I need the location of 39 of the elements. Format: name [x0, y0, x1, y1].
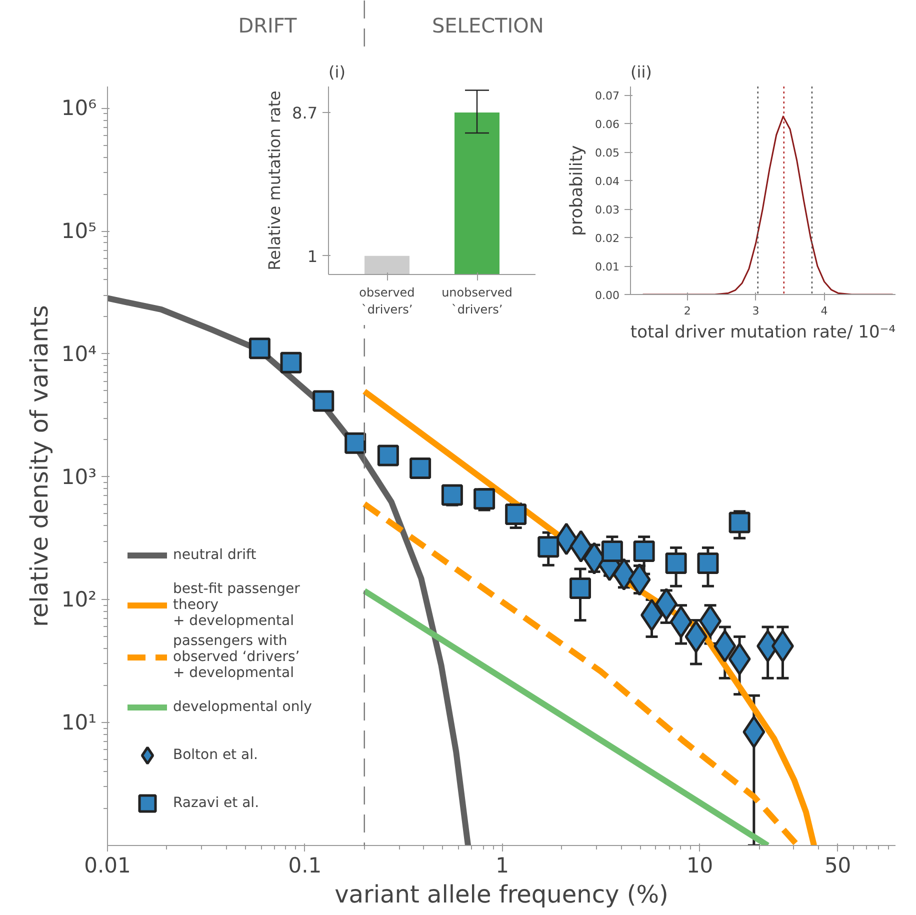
x-tick-label: 0.1 — [288, 854, 322, 878]
y-tick-label: 10⁶ — [61, 96, 96, 120]
x-tick-label: 0.01 — [84, 854, 131, 878]
y-tick-label: 0.03 — [595, 204, 620, 217]
legend-label: passengers with observed ‘drivers’ + developmental — [173, 633, 300, 681]
y-tick-label: 10¹ — [61, 710, 96, 735]
y-tick-label: 8.7 — [292, 104, 318, 123]
y-tick-label: 10⁴ — [61, 342, 96, 366]
y-tick-label: 10⁵ — [61, 219, 96, 244]
y-tick-label: 0.01 — [595, 260, 620, 274]
chart-title: (i) — [328, 62, 346, 82]
legend-label: Razavi et al. — [173, 795, 260, 811]
y-axis-title: Relative mutation rate — [265, 90, 284, 270]
y-tick-label: 0.05 — [595, 146, 620, 160]
x-tick-label: 10 — [686, 854, 714, 878]
x-tick-label: 3 — [752, 304, 760, 318]
x-tick-label: observed `drivers’ — [359, 286, 415, 316]
y-axis-title: relative density of variants — [25, 305, 54, 627]
y-tick-label: 10² — [61, 588, 96, 612]
x-axis-title: total driver mutation rate/ 10⁻⁴ — [630, 322, 896, 342]
x-tick-label: 2 — [684, 304, 691, 318]
legend-label: developmental only — [173, 699, 312, 715]
x-tick-label: 1 — [496, 854, 510, 878]
y-tick-label: 10³ — [61, 464, 96, 489]
x-axis-title: variant allele frequency (%) — [334, 880, 668, 908]
text: SELECTION — [432, 13, 544, 38]
legend-label: Bolton et al. — [173, 747, 258, 763]
y-tick-label: 0.00 — [595, 289, 620, 302]
y-tick-label: 0.02 — [595, 232, 620, 246]
x-tick-label: 50 — [824, 854, 852, 878]
y-tick-label: 0.04 — [595, 175, 620, 188]
chart-title: (ii) — [630, 62, 652, 82]
text: DRIFT — [238, 13, 298, 38]
y-axis-title: probability — [567, 145, 588, 236]
y-tick-label: 0.07 — [595, 90, 620, 103]
legend-label: neutral drift — [173, 547, 256, 563]
x-tick-label: 4 — [820, 304, 828, 318]
x-tick-label: unobserved `drivers’ — [442, 286, 512, 316]
y-tick-label: 0.06 — [595, 118, 620, 132]
